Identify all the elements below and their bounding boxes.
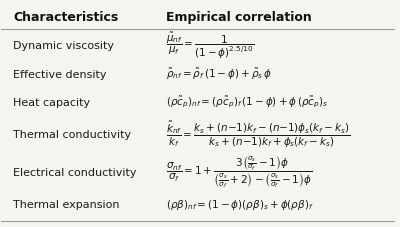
Text: $\tilde{\rho}_{nf} = \tilde{\rho}_{f}\,(1-\phi) + \tilde{\rho}_{s}\,\phi$: $\tilde{\rho}_{nf} = \tilde{\rho}_{f}\,(… [166, 67, 272, 82]
Text: Empirical correlation: Empirical correlation [166, 11, 312, 24]
Text: $(\rho\beta)_{nf} = (1-\phi)(\rho\beta)_{s} + \phi(\rho\beta)_{f}$: $(\rho\beta)_{nf} = (1-\phi)(\rho\beta)_… [166, 197, 314, 211]
Text: Dynamic viscosity: Dynamic viscosity [13, 41, 114, 51]
Text: Thermal conductivity: Thermal conductivity [13, 130, 131, 140]
Text: $\dfrac{\tilde{\mu}_{nf}}{\mu_{f}} = \dfrac{1}{(1-\phi)^{2.5/10}}$: $\dfrac{\tilde{\mu}_{nf}}{\mu_{f}} = \df… [166, 31, 254, 61]
Text: $(\rho\tilde{c}_{p})_{nf} = (\rho\tilde{c}_{p})_{f}\,(1-\phi) + \phi\,(\rho\tild: $(\rho\tilde{c}_{p})_{nf} = (\rho\tilde{… [166, 95, 328, 110]
Text: $\dfrac{\tilde{k}_{nf}}{k_{f}} = \dfrac{k_{s}+(n{-}1)k_{f}-(n{-}1)\phi_{s}(k_{f}: $\dfrac{\tilde{k}_{nf}}{k_{f}} = \dfrac{… [166, 120, 351, 150]
Text: Characteristics: Characteristics [13, 11, 118, 24]
Text: Thermal expansion: Thermal expansion [13, 199, 120, 209]
Text: Heat capacity: Heat capacity [13, 97, 90, 107]
Text: Effective density: Effective density [13, 69, 107, 79]
Text: Electrical conductivity: Electrical conductivity [13, 167, 137, 177]
Text: $\dfrac{\sigma_{nf}}{\sigma_{f}} = 1 + \dfrac{3\left(\frac{\sigma_{s}}{\sigma_{f: $\dfrac{\sigma_{nf}}{\sigma_{f}} = 1 + \… [166, 154, 313, 190]
